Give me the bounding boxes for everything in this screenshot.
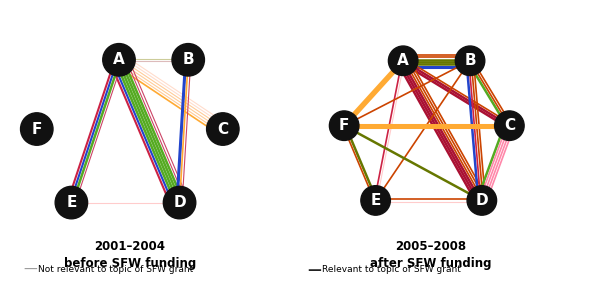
Text: C: C bbox=[504, 118, 515, 133]
Text: A: A bbox=[397, 53, 409, 68]
Text: B: B bbox=[182, 52, 194, 67]
Circle shape bbox=[329, 111, 359, 140]
Circle shape bbox=[455, 46, 485, 75]
Text: Not relevant to topic of SFW grant: Not relevant to topic of SFW grant bbox=[38, 265, 194, 274]
Text: D: D bbox=[173, 195, 186, 210]
Circle shape bbox=[206, 113, 239, 145]
Circle shape bbox=[172, 44, 205, 76]
Circle shape bbox=[103, 44, 135, 76]
Circle shape bbox=[361, 186, 391, 215]
Text: E: E bbox=[66, 195, 77, 210]
Text: —: — bbox=[307, 263, 321, 277]
Circle shape bbox=[388, 46, 418, 75]
Text: F: F bbox=[339, 118, 349, 133]
Text: B: B bbox=[464, 53, 476, 68]
Text: A: A bbox=[113, 52, 125, 67]
Circle shape bbox=[21, 113, 53, 145]
Text: —: — bbox=[24, 263, 37, 277]
Text: Relevant to topic of SFW grant: Relevant to topic of SFW grant bbox=[322, 265, 460, 274]
Circle shape bbox=[467, 186, 497, 215]
Circle shape bbox=[494, 111, 524, 140]
Text: 2001–2004
before SFW funding: 2001–2004 before SFW funding bbox=[64, 240, 196, 270]
Text: C: C bbox=[217, 122, 228, 137]
Text: E: E bbox=[371, 193, 381, 208]
Text: D: D bbox=[476, 193, 488, 208]
Text: F: F bbox=[32, 122, 42, 137]
Circle shape bbox=[163, 186, 196, 219]
Text: 2005–2008
after SFW funding: 2005–2008 after SFW funding bbox=[370, 240, 491, 270]
Circle shape bbox=[55, 186, 88, 219]
